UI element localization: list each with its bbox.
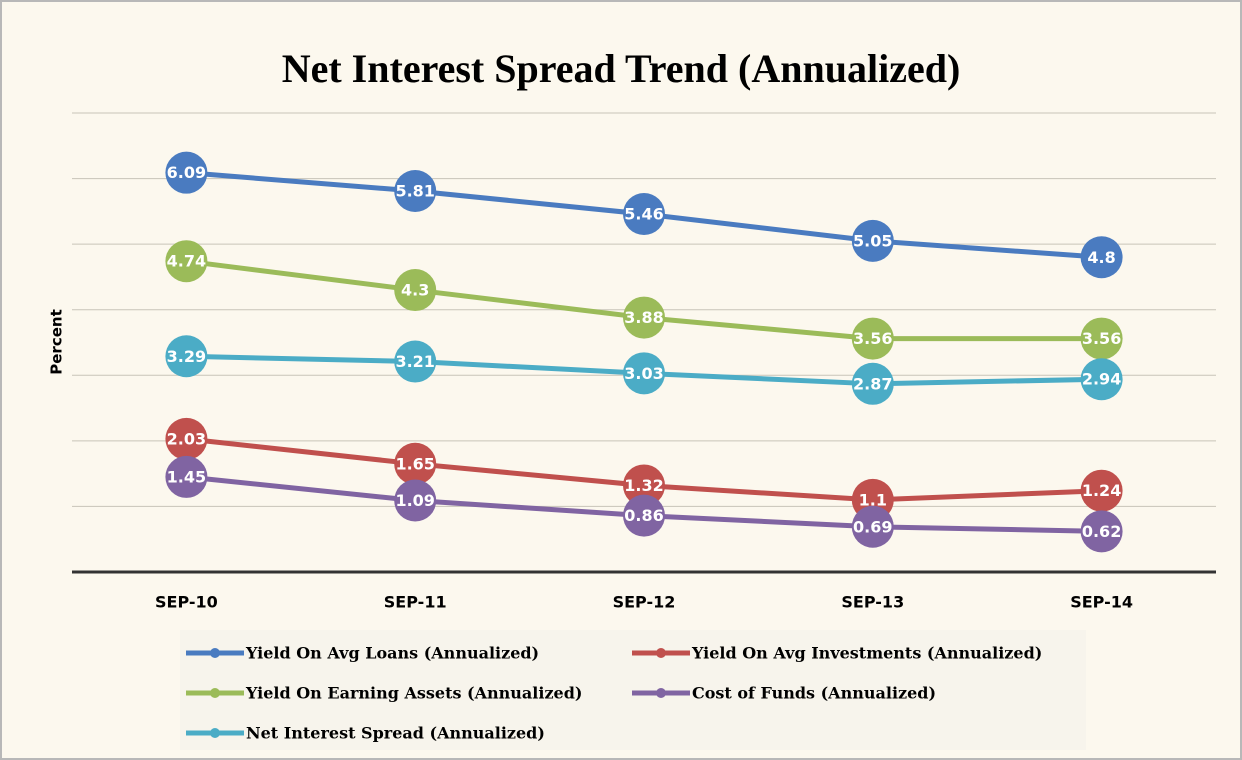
marker — [394, 170, 437, 213]
marker — [1080, 317, 1123, 360]
legend-label: Cost of Funds (Annualized) — [692, 684, 936, 703]
data-label: 3.56 — [1082, 329, 1121, 348]
data-label: 4.74 — [167, 252, 206, 271]
data-label: 6.09 — [167, 163, 206, 182]
marker — [851, 317, 894, 360]
marker — [623, 296, 665, 339]
data-label: 2.94 — [1082, 370, 1121, 389]
legend-box — [180, 630, 1086, 750]
marker — [165, 240, 208, 283]
marker — [851, 505, 894, 548]
data-label: 1.32 — [624, 476, 663, 495]
x-tick-label: SEP-11 — [384, 593, 447, 612]
marker — [165, 417, 208, 460]
data-label: 5.46 — [624, 204, 663, 223]
marker — [1080, 469, 1123, 512]
marker — [394, 269, 437, 312]
x-tick-label: SEP-10 — [155, 593, 218, 612]
data-label: 3.56 — [853, 329, 892, 348]
legend-label: Net Interest Spread (Annualized) — [246, 724, 545, 743]
data-label: 3.21 — [395, 352, 434, 371]
marker — [1080, 510, 1123, 553]
x-tick-label: SEP-13 — [841, 593, 904, 612]
marker — [165, 455, 208, 498]
marker — [165, 151, 208, 194]
marker — [851, 219, 894, 262]
data-label: 4.8 — [1087, 248, 1115, 267]
data-label: 0.86 — [624, 506, 663, 525]
data-label: 3.88 — [624, 308, 663, 327]
data-label: 1.09 — [395, 491, 434, 510]
legend-marker — [656, 648, 666, 658]
legend-marker — [210, 688, 220, 698]
data-label: 1.45 — [167, 467, 206, 486]
marker — [1080, 236, 1123, 279]
chart-title: Net Interest Spread Trend (Annualized) — [282, 46, 961, 91]
x-tick-label: SEP-12 — [613, 593, 676, 612]
legend-marker — [210, 728, 220, 738]
data-label: 2.03 — [167, 429, 206, 448]
data-label: 1.1 — [859, 490, 887, 509]
marker — [623, 192, 665, 235]
marker — [623, 494, 665, 537]
data-label: 0.62 — [1082, 522, 1121, 541]
legend-label: Yield On Earning Assets (Annualized) — [245, 684, 582, 703]
marker — [623, 352, 665, 395]
marker — [623, 464, 665, 507]
y-axis-label: Percent — [48, 309, 66, 374]
legend-label: Yield On Avg Investments (Annualized) — [691, 644, 1042, 663]
marker — [851, 362, 894, 405]
legend-label: Yield On Avg Loans (Annualized) — [245, 644, 539, 663]
data-label: 2.87 — [853, 374, 892, 393]
legend-marker — [656, 688, 666, 698]
marker — [165, 335, 208, 378]
data-label: 1.24 — [1082, 481, 1121, 500]
x-tick-label: SEP-14 — [1070, 593, 1133, 612]
data-label: 5.81 — [395, 182, 434, 201]
marker — [1080, 358, 1123, 401]
data-label: 1.65 — [395, 454, 434, 473]
data-label: 5.05 — [853, 231, 892, 250]
marker — [394, 479, 437, 522]
data-label: 0.69 — [853, 517, 892, 536]
data-label: 3.29 — [167, 347, 206, 366]
data-label: 3.03 — [624, 364, 663, 383]
legend-marker — [210, 648, 220, 658]
marker — [394, 340, 437, 383]
data-label: 4.3 — [401, 281, 429, 300]
marker — [394, 442, 437, 485]
